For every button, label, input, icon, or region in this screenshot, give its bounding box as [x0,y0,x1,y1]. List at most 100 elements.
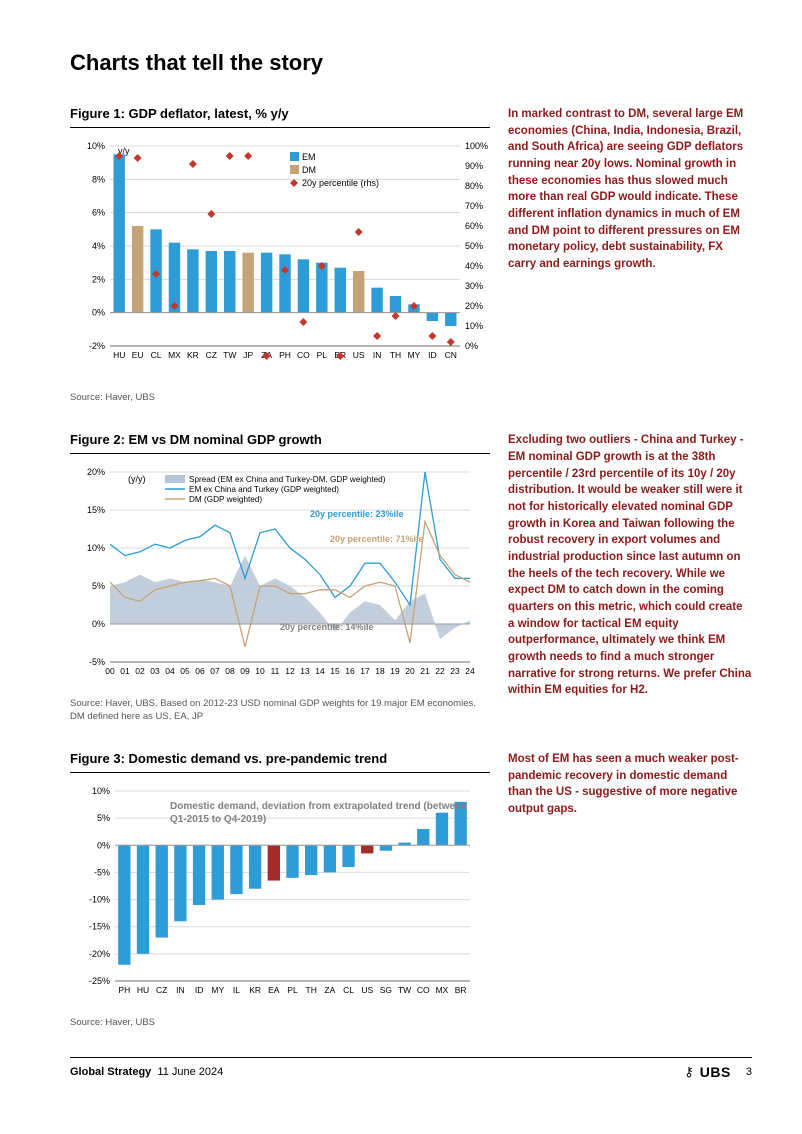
svg-text:5%: 5% [97,813,110,823]
svg-text:MX: MX [168,350,181,360]
svg-text:60%: 60% [465,221,483,231]
svg-text:0%: 0% [92,619,105,629]
figure-1-chart: -2%0%2%4%6%8%10%0%10%20%30%40%50%60%70%8… [70,136,490,386]
svg-text:CN: CN [445,350,457,360]
svg-text:HU: HU [113,350,125,360]
svg-text:90%: 90% [465,161,483,171]
svg-text:TW: TW [223,350,236,360]
svg-text:MX: MX [436,985,449,995]
svg-text:08: 08 [225,666,235,676]
svg-text:-25%: -25% [89,976,110,986]
svg-text:0%: 0% [97,840,110,850]
svg-text:19: 19 [390,666,400,676]
svg-text:2%: 2% [92,274,105,284]
svg-text:-5%: -5% [94,867,110,877]
svg-text:10%: 10% [87,543,105,553]
svg-text:14: 14 [315,666,325,676]
svg-text:20y percentile: 71%ile: 20y percentile: 71%ile [330,534,424,544]
svg-text:21: 21 [420,666,430,676]
ubs-keys-icon: ⚷ [684,1064,694,1080]
svg-text:100%: 100% [465,141,488,151]
figure-3-chart: -25%-20%-15%-10%-5%0%5%10%PHHUCZINIDMYIL… [70,781,490,1011]
svg-text:0%: 0% [465,341,478,351]
svg-text:03: 03 [150,666,160,676]
svg-text:10: 10 [255,666,265,676]
svg-text:12: 12 [285,666,295,676]
svg-text:50%: 50% [465,241,483,251]
svg-text:10%: 10% [87,141,105,151]
svg-text:17: 17 [360,666,370,676]
svg-text:4%: 4% [92,241,105,251]
svg-text:KR: KR [249,985,261,995]
svg-text:CZ: CZ [206,350,217,360]
svg-text:ID: ID [195,985,204,995]
svg-text:05: 05 [180,666,190,676]
svg-text:CL: CL [343,985,354,995]
svg-text:07: 07 [210,666,220,676]
svg-text:16: 16 [345,666,355,676]
svg-text:40%: 40% [465,261,483,271]
svg-text:18: 18 [375,666,385,676]
svg-text:BR: BR [455,985,467,995]
svg-text:DM: DM [302,165,316,175]
svg-text:5%: 5% [92,581,105,591]
svg-text:TH: TH [390,350,401,360]
svg-text:02: 02 [135,666,145,676]
svg-text:20y percentile: 14%ile: 20y percentile: 14%ile [280,622,374,632]
figure-3-section: Figure 3: Domestic demand vs. pre-pandem… [70,751,752,1029]
svg-text:15: 15 [330,666,340,676]
figure-1-section: Figure 1: GDP deflator, latest, % y/y -2… [70,106,752,404]
page-title: Charts that tell the story [70,50,752,76]
svg-text:IN: IN [176,985,185,995]
svg-text:Spread (EM ex China and Turkey: Spread (EM ex China and Turkey-DM, GDP w… [189,475,386,484]
svg-text:KR: KR [187,350,199,360]
figure-3-title: Figure 3: Domestic demand vs. pre-pandem… [70,751,490,773]
svg-text:MY: MY [211,985,224,995]
svg-text:01: 01 [120,666,130,676]
footer: Global Strategy 11 June 2024 ⚷ UBS 3 [70,1058,752,1080]
figure-3-source: Source: Haver, UBS [70,1017,490,1029]
svg-text:15%: 15% [87,505,105,515]
svg-text:IN: IN [373,350,382,360]
svg-text:JP: JP [243,350,253,360]
svg-text:09: 09 [240,666,250,676]
svg-text:70%: 70% [465,201,483,211]
svg-text:DM (GDP weighted): DM (GDP weighted) [189,495,262,504]
svg-text:Domestic demand, deviation fro: Domestic demand, deviation from extrapol… [170,801,467,812]
svg-text:MY: MY [408,350,421,360]
svg-text:TW: TW [398,985,411,995]
figure-1-annotation: In marked contrast to DM, several large … [508,106,752,273]
svg-text:EM: EM [302,152,316,162]
footer-date: 11 June 2024 [157,1066,223,1078]
svg-text:8%: 8% [92,174,105,184]
figure-2-chart: -5%0%5%10%15%20%(y/y)0001020304050607080… [70,462,490,692]
svg-text:PH: PH [279,350,291,360]
svg-text:IL: IL [233,985,240,995]
svg-text:80%: 80% [465,181,483,191]
svg-text:SG: SG [380,985,392,995]
figure-2-section: Figure 2: EM vs DM nominal GDP growth -5… [70,432,752,723]
figure-3-annotation: Most of EM has seen a much weaker post-p… [508,751,752,818]
svg-text:00: 00 [105,666,115,676]
svg-text:23: 23 [450,666,460,676]
svg-text:06: 06 [195,666,205,676]
svg-text:TH: TH [306,985,317,995]
svg-text:CO: CO [417,985,430,995]
svg-text:-5%: -5% [89,657,105,667]
page-number: 3 [746,1066,752,1078]
svg-text:EU: EU [132,350,144,360]
svg-text:ZA: ZA [324,985,335,995]
svg-text:6%: 6% [92,208,105,218]
figure-2-source: Source: Haver, UBS. Based on 2012-23 USD… [70,698,490,723]
svg-text:11: 11 [271,666,280,676]
svg-text:PH: PH [118,985,130,995]
svg-text:0%: 0% [92,308,105,318]
figure-1-title: Figure 1: GDP deflator, latest, % y/y [70,106,490,128]
svg-text:PL: PL [287,985,298,995]
svg-text:10%: 10% [465,321,483,331]
svg-text:-10%: -10% [89,895,110,905]
svg-text:24: 24 [465,666,475,676]
figure-2-annotation: Excluding two outliers - China and Turke… [508,432,752,699]
svg-text:US: US [361,985,373,995]
footer-category: Global Strategy [70,1066,151,1078]
